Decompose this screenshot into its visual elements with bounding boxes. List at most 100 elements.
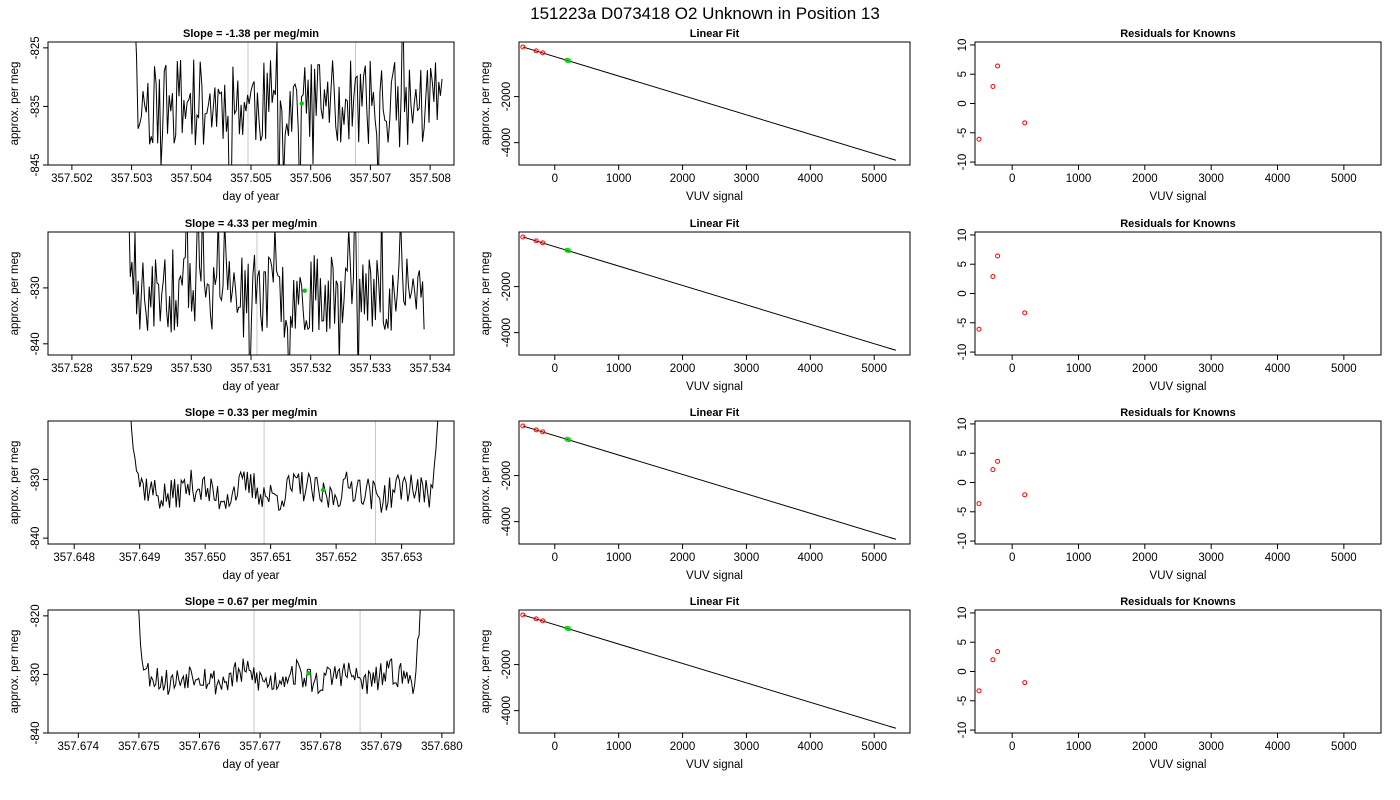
- x-tick-label: 357.530: [171, 363, 213, 375]
- x-tick-label: 357.675: [118, 741, 160, 753]
- y-axis-label: approx. per meg: [480, 252, 492, 336]
- x-axis-label: day of year: [223, 381, 280, 393]
- residual-point: [1022, 310, 1028, 316]
- plot-area: [128, 232, 425, 355]
- plot-frame: [974, 231, 1382, 356]
- panel-timeseries-row-0: Slope = -1.38 per meg/min 357.502 357.503 3…: [9, 28, 455, 203]
- plot-area: [976, 649, 1028, 694]
- panel-title: Slope = -1.38 per meg/min: [183, 28, 319, 40]
- x-axis-label: VUV signal: [686, 570, 743, 582]
- y-tick-label: 0: [957, 100, 969, 106]
- y-tick-label: -4000: [501, 318, 513, 347]
- timeseries-trace: [135, 42, 443, 165]
- x-tick-label: 3000: [1198, 363, 1224, 375]
- plot-frame: [518, 420, 911, 545]
- residual-point: [976, 326, 982, 332]
- plot-area: [976, 63, 1028, 142]
- unknown-mean-marker: [320, 487, 326, 493]
- x-tick-label: 357.674: [58, 741, 100, 753]
- x-tick-label: 357.676: [179, 741, 221, 753]
- timeseries-trace: [128, 232, 425, 355]
- x-tick-label: 357.534: [409, 363, 451, 375]
- plot-area: [130, 421, 439, 544]
- x-tick-label: 1000: [606, 173, 632, 185]
- y-tick-label: 5: [957, 261, 969, 267]
- x-tick-label: 3000: [734, 741, 760, 753]
- unknown-point: [566, 626, 572, 632]
- plot-area: [135, 42, 443, 165]
- plot-frame: [518, 609, 911, 734]
- x-tick-label: 1000: [1066, 552, 1092, 564]
- panel-title: Linear Fit: [690, 28, 740, 40]
- x-axis-label: VUV signal: [1150, 191, 1207, 203]
- panel-fit-row-1: Linear Fit 0 1000 2000 3000 4000 5000 -2000 -400…: [480, 218, 911, 393]
- y-tick-label: -2000: [501, 82, 513, 111]
- y-tick-label: 5: [957, 639, 969, 645]
- y-tick-label: -4000: [501, 128, 513, 157]
- plot-area: [520, 423, 897, 540]
- y-tick-label: -10: [957, 722, 969, 739]
- plot-frame: [47, 420, 455, 545]
- residual-point: [990, 84, 996, 90]
- residual-point: [990, 657, 996, 663]
- x-tick-label: 357.651: [250, 552, 292, 564]
- panel-residuals-row-1: Residuals for Knowns 0 1000 2000 3000 4000 500…: [957, 218, 1382, 393]
- x-tick-label: 2000: [1132, 173, 1158, 185]
- unknown-mean-marker: [306, 671, 311, 676]
- residual-point: [1022, 120, 1028, 126]
- residual-point: [995, 458, 1001, 464]
- y-tick-label: -845: [30, 153, 42, 176]
- residual-point: [995, 253, 1001, 259]
- y-tick-label: -4000: [501, 507, 513, 536]
- x-tick-label: 0: [552, 363, 558, 375]
- x-tick-label: 0: [1009, 173, 1015, 185]
- x-tick-label: 4000: [798, 552, 824, 564]
- fit-line: [522, 614, 897, 729]
- y-axis-label: approx. per meg: [9, 62, 21, 146]
- x-tick-label: 4000: [1265, 363, 1291, 375]
- y-tick-label: -830: [30, 276, 42, 299]
- x-tick-label: 3000: [734, 173, 760, 185]
- residual-point: [990, 467, 996, 473]
- x-tick-label: 3000: [1198, 741, 1224, 753]
- panel-timeseries-row-1: Slope = 4.33 per meg/min 357.528 357.529 35…: [9, 218, 455, 393]
- plot-frame: [974, 41, 1382, 166]
- panel-residuals-row-0: Residuals for Knowns 0 1000 2000 3000 4000 500…: [957, 28, 1382, 203]
- y-tick-label: 0: [957, 479, 969, 485]
- panel-title: Linear Fit: [690, 407, 740, 419]
- page-title: 151223a D073418 O2 Unknown in Position 1…: [530, 4, 880, 23]
- x-tick-label: 5000: [1331, 741, 1357, 753]
- known-point: [540, 429, 546, 435]
- y-tick-label: -10: [957, 533, 969, 550]
- x-tick-label: 2000: [1132, 552, 1158, 564]
- x-tick-label: 357.503: [111, 173, 153, 185]
- panel-title: Residuals for Knowns: [1120, 28, 1236, 40]
- x-tick-label: 357.653: [381, 552, 423, 564]
- plot-frame: [518, 231, 911, 356]
- y-tick-label: -830: [30, 468, 42, 491]
- x-axis-label: VUV signal: [1150, 381, 1207, 393]
- panel-title: Residuals for Knowns: [1120, 407, 1236, 419]
- x-tick-label: 5000: [1331, 173, 1357, 185]
- x-tick-label: 3000: [734, 363, 760, 375]
- unknown-mean-marker: [299, 101, 304, 106]
- x-tick-label: 4000: [1265, 173, 1291, 185]
- x-tick-label: 5000: [861, 552, 887, 564]
- x-tick-label: 357.507: [350, 173, 392, 185]
- y-tick-label: -2000: [501, 650, 513, 679]
- y-tick-label: 10: [957, 607, 969, 620]
- y-axis-label: approx. per meg: [9, 441, 21, 525]
- residual-point: [995, 63, 1001, 69]
- panel-title: Residuals for Knowns: [1120, 596, 1236, 608]
- y-tick-label: -835: [30, 95, 42, 118]
- plot-area: [520, 44, 897, 161]
- x-tick-label: 357.529: [111, 363, 153, 375]
- x-tick-label: 357.648: [53, 552, 95, 564]
- plot-area: [976, 253, 1028, 332]
- y-axis-label: approx. per meg: [9, 630, 21, 714]
- x-tick-label: 3000: [1198, 173, 1224, 185]
- x-tick-label: 357.505: [230, 173, 272, 185]
- x-tick-label: 4000: [1265, 741, 1291, 753]
- unknown-point: [566, 437, 572, 443]
